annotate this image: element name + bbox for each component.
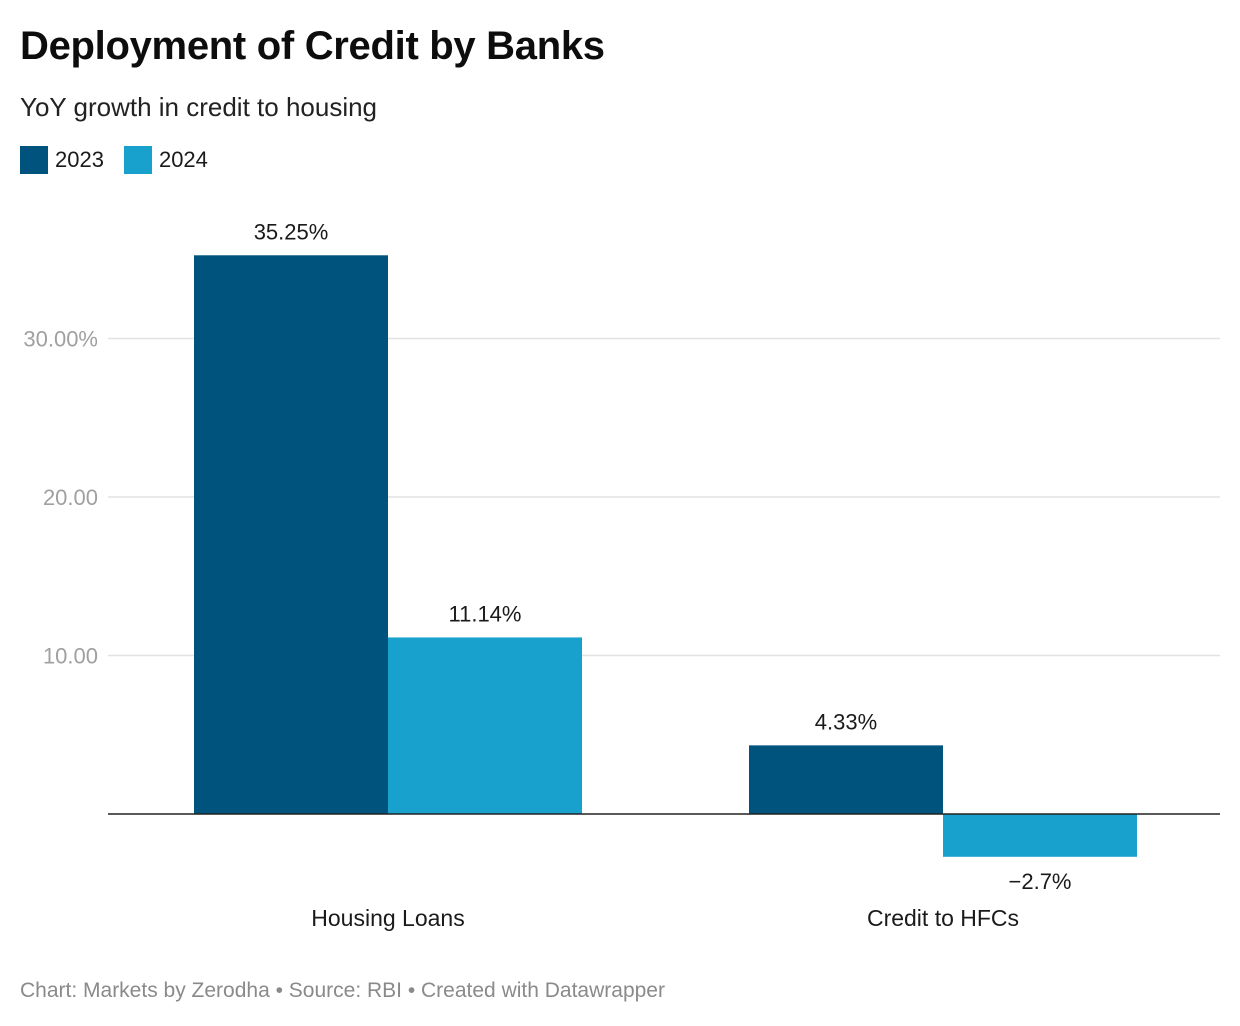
legend-item-2023: 2023: [20, 146, 104, 174]
y-tick-label: 30.00%: [23, 327, 98, 352]
legend-swatch-2023: [20, 146, 48, 174]
bar: [943, 814, 1137, 857]
legend: 2023 2024: [20, 146, 208, 174]
data-label: 35.25%: [254, 219, 329, 244]
bar: [749, 745, 943, 814]
x-category-label: Credit to HFCs: [867, 905, 1019, 931]
data-label: 4.33%: [815, 709, 877, 734]
bar: [194, 255, 388, 815]
legend-label-2024: 2024: [158, 147, 208, 172]
x-category-label: Housing Loans: [311, 905, 464, 931]
bar: [388, 637, 582, 814]
y-tick-label: 10.00: [43, 644, 98, 669]
chart-footer: Chart: Markets by Zerodha • Source: RBI …: [20, 979, 665, 1002]
legend-swatch-2024: [123, 146, 152, 174]
bar-chart: 30.00% 20.00 10.00 35.25% 4.33% 11.14% −2.7% Ho…: [23, 219, 1220, 931]
data-label: 11.14%: [449, 601, 522, 626]
data-label: −2.7%: [1009, 869, 1072, 894]
y-tick-label: 20.00: [43, 485, 98, 510]
chart-subtitle: YoY growth in credit to housing: [20, 92, 378, 122]
legend-label-2023: 2023: [55, 147, 104, 172]
legend-item-2024: 2024: [123, 146, 208, 174]
chart-title: Deployment of Credit by Banks: [20, 24, 605, 68]
